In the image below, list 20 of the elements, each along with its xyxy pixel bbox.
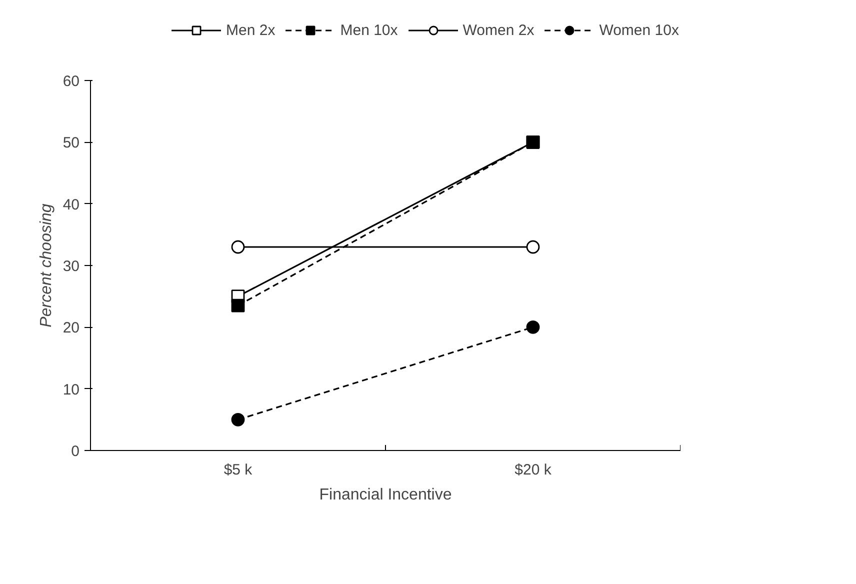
legend-label: Men 10x	[340, 22, 398, 38]
legend-label: Men 2x	[226, 22, 276, 38]
y-tick-label: 50	[62, 134, 80, 152]
point	[231, 298, 245, 312]
point	[231, 412, 245, 426]
x-axis-title: Financial Incentive	[319, 486, 452, 504]
y-tick-label: 10	[62, 381, 80, 398]
y-tick-label: 20	[62, 320, 80, 337]
legend-label: Women 10x	[599, 22, 679, 38]
legend-label: Women 2x	[462, 22, 534, 38]
x-tick-label: $20 k	[514, 462, 552, 478]
y-tick-label: 40	[62, 196, 80, 214]
y-tick-label: 60	[62, 73, 80, 90]
y-tick-label: 30	[62, 258, 80, 275]
point	[231, 240, 245, 254]
y-tick-label: 0	[71, 443, 80, 460]
point	[526, 320, 540, 334]
y-axis-title: Percent choosing	[38, 204, 55, 328]
x-tick-label: $5 k	[224, 462, 253, 478]
point	[526, 240, 540, 254]
